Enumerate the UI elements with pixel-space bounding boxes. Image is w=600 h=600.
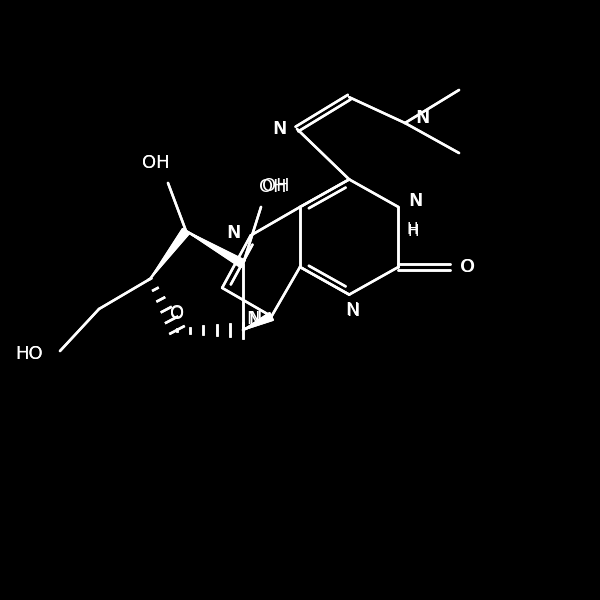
Polygon shape: [186, 231, 245, 268]
Text: N: N: [346, 301, 359, 319]
Text: OH: OH: [142, 154, 170, 172]
Text: O: O: [461, 258, 475, 276]
Polygon shape: [243, 313, 274, 330]
Text: O: O: [460, 258, 474, 276]
Text: N: N: [416, 109, 430, 127]
Text: N: N: [347, 302, 360, 320]
Text: N: N: [415, 109, 428, 127]
Text: N: N: [272, 120, 286, 138]
Text: N: N: [226, 224, 239, 242]
Text: HO: HO: [16, 345, 43, 363]
Polygon shape: [150, 229, 190, 279]
Polygon shape: [150, 229, 190, 279]
Text: N: N: [410, 192, 423, 210]
Text: OH: OH: [142, 154, 170, 172]
Text: OH: OH: [259, 178, 287, 196]
Text: N: N: [248, 310, 262, 328]
Text: HO: HO: [16, 345, 43, 363]
Text: OH: OH: [262, 177, 290, 195]
Text: O: O: [170, 305, 184, 323]
Polygon shape: [186, 231, 245, 268]
Text: N: N: [409, 192, 422, 210]
Text: N: N: [247, 310, 260, 328]
Text: N: N: [227, 224, 241, 242]
Text: H: H: [406, 222, 418, 237]
Text: H: H: [407, 224, 419, 239]
Text: O: O: [170, 304, 184, 322]
Text: N: N: [274, 120, 287, 138]
Polygon shape: [243, 313, 274, 330]
